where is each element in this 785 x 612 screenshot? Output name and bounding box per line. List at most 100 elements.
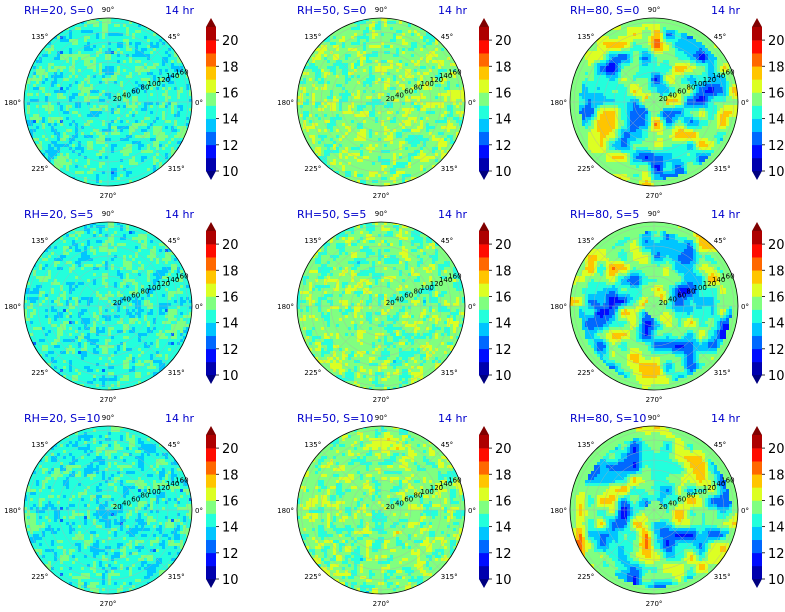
- colorbar-band: [206, 309, 216, 323]
- radial-tick-label: 140: [712, 72, 725, 80]
- angle-tick-label: 90°: [102, 210, 114, 218]
- colorbar-band: [206, 348, 216, 363]
- radial-tick-label: 120: [157, 76, 170, 84]
- angle-tick-label: 45°: [168, 441, 180, 449]
- angle-tick-label: 180°: [277, 303, 294, 311]
- colorbar-band: [206, 40, 216, 54]
- colorbar-extend-min: [479, 171, 489, 180]
- colorbar-tick-label: 10: [768, 573, 785, 588]
- polar-frame: [23, 17, 193, 187]
- angle-tick-label: 45°: [441, 441, 453, 449]
- colorbar-tick-label: 20: [222, 442, 239, 457]
- colorbar-tick-label: 16: [222, 290, 239, 305]
- colorbar-band: [206, 105, 216, 119]
- angle-tick-label: 315°: [714, 369, 731, 377]
- colorbar-band: [479, 131, 489, 146]
- colorbar-band: [479, 296, 489, 310]
- panel-time-label: 14 hr: [438, 208, 467, 221]
- colorbar-tick-label: 20: [495, 238, 512, 253]
- angular-gridline: [653, 42, 714, 103]
- colorbar-band: [752, 257, 762, 271]
- radial-tick-label: 100: [694, 488, 707, 496]
- angle-tick-label: 90°: [375, 210, 387, 218]
- radial-tick-label: 120: [430, 280, 443, 288]
- colorbar-band: [752, 40, 762, 54]
- colorbar-band: [752, 27, 762, 41]
- angle-tick-label: 270°: [100, 600, 117, 608]
- angle-tick-label: 135°: [31, 237, 48, 245]
- angular-gridline: [321, 450, 382, 511]
- radial-tick-label: 40: [668, 91, 677, 99]
- colorbar-band: [479, 79, 489, 93]
- radial-tick-label: 40: [122, 499, 131, 507]
- angular-gridline: [48, 101, 109, 162]
- angle-tick-label: 225°: [31, 573, 48, 581]
- radial-tick-label: 20: [659, 95, 668, 103]
- colorbar-tick-label: 20: [222, 34, 239, 49]
- panel-grid: 45°90°135°180°225°270°315°0°20 40 60 801001…: [4, 4, 784, 608]
- colorbar-tick-label: 20: [222, 238, 239, 253]
- panel-5: 45°90°135°180°225°270°315°0°20 40 60 801001…: [277, 208, 511, 404]
- colorbar-extend-min: [479, 375, 489, 384]
- colorbar-tick-label: 16: [768, 86, 785, 101]
- colorbar-extend-min: [206, 171, 216, 180]
- panel-2: 45°90°135°180°225°270°315°0°20 40 60 801001…: [277, 4, 511, 200]
- colorbar: 10 12 14 16 18 20: [752, 222, 785, 384]
- colorbar-extend-max: [206, 18, 216, 27]
- angle-tick-label: 90°: [375, 6, 387, 14]
- angle-tick-label: 0°: [468, 99, 476, 107]
- angle-tick-label: 225°: [304, 573, 321, 581]
- angle-tick-label: 135°: [577, 237, 594, 245]
- radial-tick-label: 60: [404, 496, 413, 504]
- angle-tick-label: 135°: [31, 441, 48, 449]
- colorbar: 10 12 14 16 18 20: [479, 426, 512, 588]
- angle-tick-label: 180°: [277, 99, 294, 107]
- angle-tick-label: 180°: [4, 507, 21, 515]
- radial-tick-label: 100: [421, 488, 434, 496]
- polar-frame: [23, 221, 193, 391]
- angle-tick-label: 45°: [441, 33, 453, 41]
- colorbar-band: [752, 283, 762, 297]
- radial-tick-label: 40: [395, 499, 404, 507]
- panel-time-label: 14 hr: [711, 208, 740, 221]
- angular-gridline: [380, 42, 441, 103]
- colorbar-tick-label: 12: [768, 547, 785, 562]
- angular-gridline: [653, 509, 714, 570]
- angular-gridline: [107, 101, 168, 162]
- polar-grid: [570, 426, 738, 594]
- colorbar-tick-label: 14: [222, 113, 239, 128]
- angle-tick-label: 180°: [277, 507, 294, 515]
- angular-gridline: [653, 305, 714, 366]
- colorbar-extend-max: [752, 18, 762, 27]
- angular-gridline: [653, 101, 714, 162]
- angle-tick-label: 135°: [304, 33, 321, 41]
- colorbar-tick-label: 16: [495, 290, 512, 305]
- colorbar-tick-label: 18: [768, 264, 785, 279]
- radial-tick-label: 160: [175, 476, 188, 484]
- colorbar-band: [479, 513, 489, 527]
- panel-title: RH=50, S=10: [297, 412, 373, 425]
- polar-grid: [570, 222, 738, 390]
- radial-tick-label: 20: [113, 503, 122, 511]
- colorbar-tick-label: 20: [495, 34, 512, 49]
- radial-tick-label: 160: [721, 68, 734, 76]
- colorbar-band: [752, 231, 762, 245]
- colorbar-band: [479, 565, 489, 580]
- colorbar-tick-label: 12: [495, 547, 512, 562]
- radial-tick-label: 20: [659, 503, 668, 511]
- colorbar-extend-max: [479, 222, 489, 231]
- colorbar-tick-label: 18: [222, 468, 239, 483]
- angle-tick-label: 45°: [441, 237, 453, 245]
- angular-gridline: [594, 246, 655, 307]
- radial-tick-label: 60: [677, 496, 686, 504]
- colorbar-band: [752, 348, 762, 363]
- colorbar: 10 12 14 16 18 20: [206, 222, 239, 384]
- colorbar-band: [752, 461, 762, 475]
- colorbar-band: [752, 335, 762, 350]
- angle-tick-label: 90°: [102, 414, 114, 422]
- colorbar-band: [206, 257, 216, 271]
- colorbar-band: [752, 500, 762, 514]
- colorbar-band: [752, 296, 762, 310]
- angular-gridline: [594, 101, 655, 162]
- angular-gridline: [594, 450, 655, 511]
